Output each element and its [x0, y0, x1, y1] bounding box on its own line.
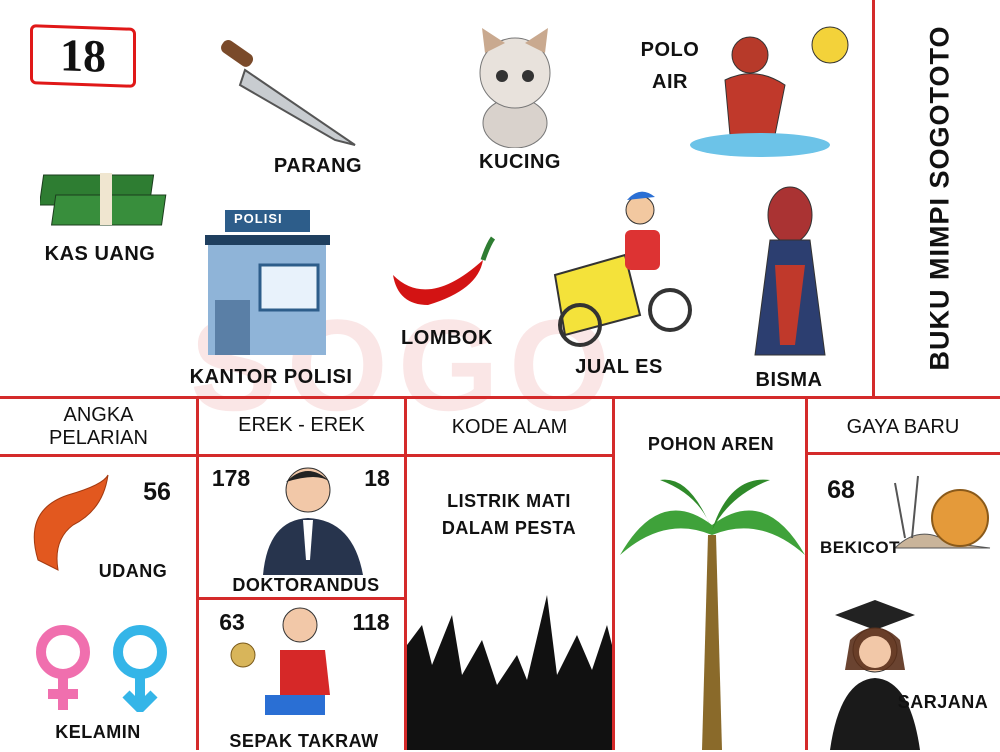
header-gaya-baru: GAYA BARU [846, 416, 960, 438]
number-56: 56 [143, 478, 171, 506]
divider [404, 396, 407, 750]
label-doktorandus: DOKTORANDUS [232, 575, 380, 595]
label-parang: PARANG [273, 155, 363, 177]
label-kantor-polisi: KANTOR POLISI [189, 366, 353, 388]
graduate-woman-icon [830, 600, 920, 750]
wayang-bisma-icon [754, 186, 826, 356]
label-kas-uang: KAS UANG [44, 243, 156, 265]
header-pohon-aren: POHON AREN [647, 434, 775, 454]
water-polo-player-icon [690, 26, 849, 157]
number-badge: 18 [30, 24, 136, 88]
label-polo-air: POLO [640, 39, 700, 61]
header-line: ANGKA [63, 404, 134, 426]
doctor-man-icon [263, 467, 363, 575]
shrimp-icon [33, 474, 109, 571]
badge-number: 18 [60, 29, 106, 82]
label-lombok: LOMBOK [401, 327, 493, 349]
number-18: 18 [364, 465, 390, 491]
takraw-player-icon [230, 607, 330, 715]
divider [805, 396, 808, 750]
label-polo-air-2: AIR [652, 71, 688, 93]
money-stack-icon [40, 173, 167, 226]
divider [612, 396, 615, 750]
divider [0, 454, 614, 457]
label-kucing: KUCING [479, 151, 561, 173]
header-line: PELARIAN [49, 427, 148, 449]
side-title: BUKU MIMPI SOGOTOTO [924, 25, 955, 371]
kode-alam-line-2: DALAM PESTA [441, 518, 577, 538]
number-178: 178 [211, 465, 251, 491]
divider [872, 0, 875, 398]
divider [196, 396, 199, 750]
label-bisma: BISMA [755, 369, 823, 391]
label-sarjana: SARJANA [897, 692, 989, 712]
party-crowd-silhouette-icon [407, 595, 612, 750]
header-kode-alam: KODE ALAM [451, 416, 568, 438]
number-118: 118 [352, 609, 390, 635]
label-kelamin: KELAMIN [55, 722, 141, 742]
ice-cream-vendor-icon [553, 191, 692, 347]
label-sepak-takraw: SEPAK TAKRAW [229, 731, 379, 751]
divider [806, 452, 1000, 455]
header-angka-pelarian: ANGKA PELARIAN [0, 404, 197, 450]
divider [197, 597, 406, 600]
label-udang: UDANG [98, 561, 168, 581]
divider [0, 396, 1000, 399]
palm-tree-icon [620, 479, 805, 750]
machete-icon [221, 40, 356, 146]
number-63: 63 [219, 609, 245, 635]
label-jual-es: JUAL ES [575, 356, 663, 378]
kode-alam-line-1: LISTRIK MATI [447, 491, 571, 511]
header-erek-erek: EREK - EREK [238, 414, 365, 436]
snail-icon [893, 475, 991, 549]
police-station-icon [205, 210, 330, 355]
number-68: 68 [827, 476, 855, 504]
label-bekicot: BEKICOT [820, 538, 900, 557]
police-sign: POLISI [234, 211, 283, 226]
gender-symbols-icon [36, 625, 167, 712]
cat-icon [479, 28, 551, 148]
chili-icon [393, 236, 496, 305]
